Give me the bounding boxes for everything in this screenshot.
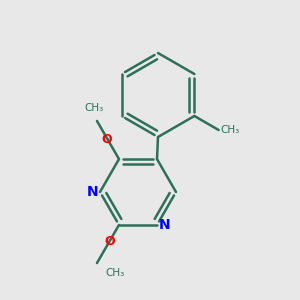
Text: O: O [105, 236, 115, 248]
Text: CH₃: CH₃ [220, 125, 240, 135]
Text: CH₃: CH₃ [84, 103, 104, 113]
Text: N: N [159, 218, 171, 232]
Text: N: N [86, 185, 98, 199]
Text: O: O [102, 133, 112, 146]
Text: CH₃: CH₃ [105, 268, 124, 278]
